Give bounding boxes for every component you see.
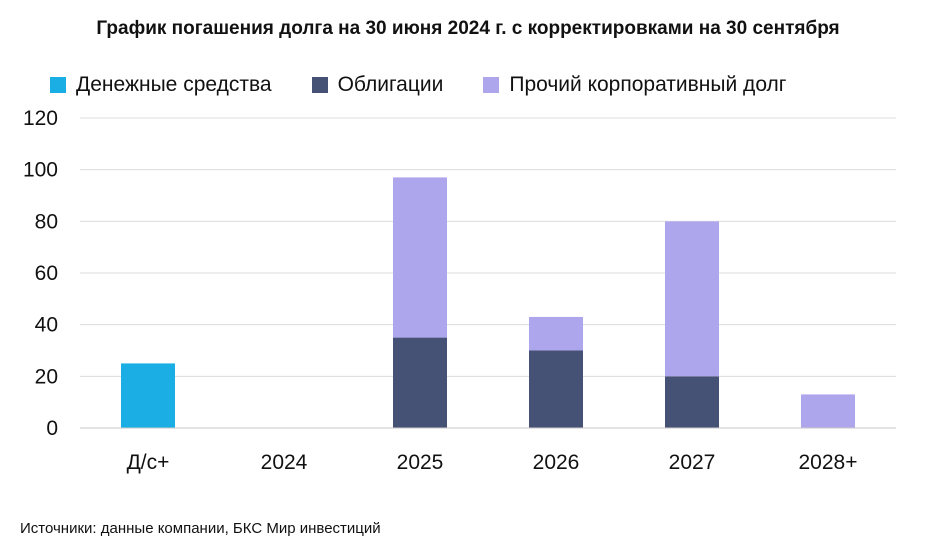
y-tick-label: 0 <box>46 417 58 440</box>
x-tick-label: 2025 <box>397 451 444 474</box>
x-tick-label: 2028+ <box>799 451 858 474</box>
x-tick-labels: Д/с+ 2024 2025 2026 2027 2028+ <box>127 451 858 474</box>
legend-item-bonds: Облигации <box>311 73 444 97</box>
y-tick-label: 40 <box>35 314 58 337</box>
legend-label-other-debt: Прочий корпоративный долг <box>509 73 787 96</box>
y-tick-label: 80 <box>35 210 58 233</box>
bar-2027-series-2 <box>665 221 719 377</box>
y-tick-label: 60 <box>35 262 58 285</box>
source-note: Источники: данные компании, БКС Мир инве… <box>20 520 381 537</box>
legend-swatch-other-debt <box>483 77 500 93</box>
legend-swatch-bonds <box>311 77 328 93</box>
gridlines <box>80 117 896 377</box>
bar-2026-series-2 <box>529 316 583 351</box>
chart-title: График погашения долга на 30 июня 2024 г… <box>96 18 840 39</box>
y-tick-label: 20 <box>35 365 58 388</box>
legend-label-cash: Денежные средства <box>76 73 272 96</box>
legend-item-other-debt: Прочий корпоративный долг <box>483 73 786 97</box>
bar-2027-series-1 <box>665 376 719 428</box>
legend-label-bonds: Облигации <box>337 73 444 96</box>
x-tick-label: 2027 <box>669 451 716 474</box>
legend-swatch-cash <box>50 77 66 93</box>
x-tick-label: 2024 <box>261 451 308 474</box>
bar-2026-series-1 <box>529 350 583 428</box>
bar-2025-series-1 <box>393 337 447 428</box>
y-tick-label: 120 <box>23 107 58 130</box>
bar-2025-series-2 <box>393 177 447 338</box>
y-tick-label: 100 <box>23 159 58 182</box>
bar-2028+-series-2 <box>801 394 855 428</box>
x-tick-label: 2026 <box>533 451 580 474</box>
x-tick-label: Д/с+ <box>127 451 170 474</box>
legend-item-cash: Денежные средства <box>50 73 272 97</box>
legend: Денежные средства Облигации Прочий корпо… <box>50 73 826 97</box>
bars <box>121 177 855 428</box>
y-tick-labels: 0 20 40 60 80 100 120 <box>23 107 58 440</box>
bar-Д/с+-series-0 <box>121 363 175 428</box>
